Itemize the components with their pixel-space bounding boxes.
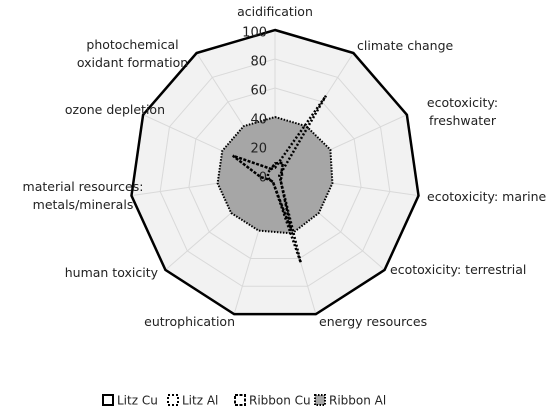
category-label: ecotoxicity: marine [427, 189, 547, 204]
series [232, 154, 293, 232]
series [266, 94, 328, 264]
r-tick-label: 0 [259, 171, 267, 186]
category-label: eutrophication [144, 314, 235, 329]
category-label: energy resources [319, 314, 428, 329]
legend-label: Litz Al [182, 394, 218, 408]
series [216, 115, 334, 235]
category-label: ecotoxicity: freshwater [426, 95, 499, 128]
series-polygon [216, 115, 334, 235]
series-polygon [266, 94, 328, 264]
grid-ring [188, 87, 362, 259]
category-label: photochemical oxidant formation [76, 37, 189, 70]
r-tick-label: 20 [250, 142, 267, 157]
category-label: ozone depletion [64, 102, 165, 117]
category-label: material resources: metals/minerals [22, 179, 144, 212]
r-tick-label: 100 [242, 26, 267, 41]
legend-swatch [314, 394, 326, 406]
r-tick-label: 40 [250, 113, 267, 128]
r-tick-label: 60 [250, 84, 267, 99]
legend-label: Ribbon Al [329, 394, 386, 408]
r-tick-label: 80 [250, 55, 267, 70]
legend-swatch [234, 394, 246, 406]
series [130, 28, 420, 316]
legend-label: Litz Cu [117, 394, 158, 408]
category-label: acidification [237, 4, 313, 19]
series-polygon [130, 28, 420, 316]
category-label: ecotoxicity: terrestrial [390, 262, 527, 277]
category-label: human toxicity [64, 265, 158, 280]
category-label: climate change [357, 38, 454, 53]
grid-ring [159, 58, 391, 287]
legend-swatch [102, 394, 114, 406]
legend-swatch [167, 394, 179, 406]
series-polygon [232, 154, 293, 232]
legend-label: Ribbon Cu [249, 394, 311, 408]
